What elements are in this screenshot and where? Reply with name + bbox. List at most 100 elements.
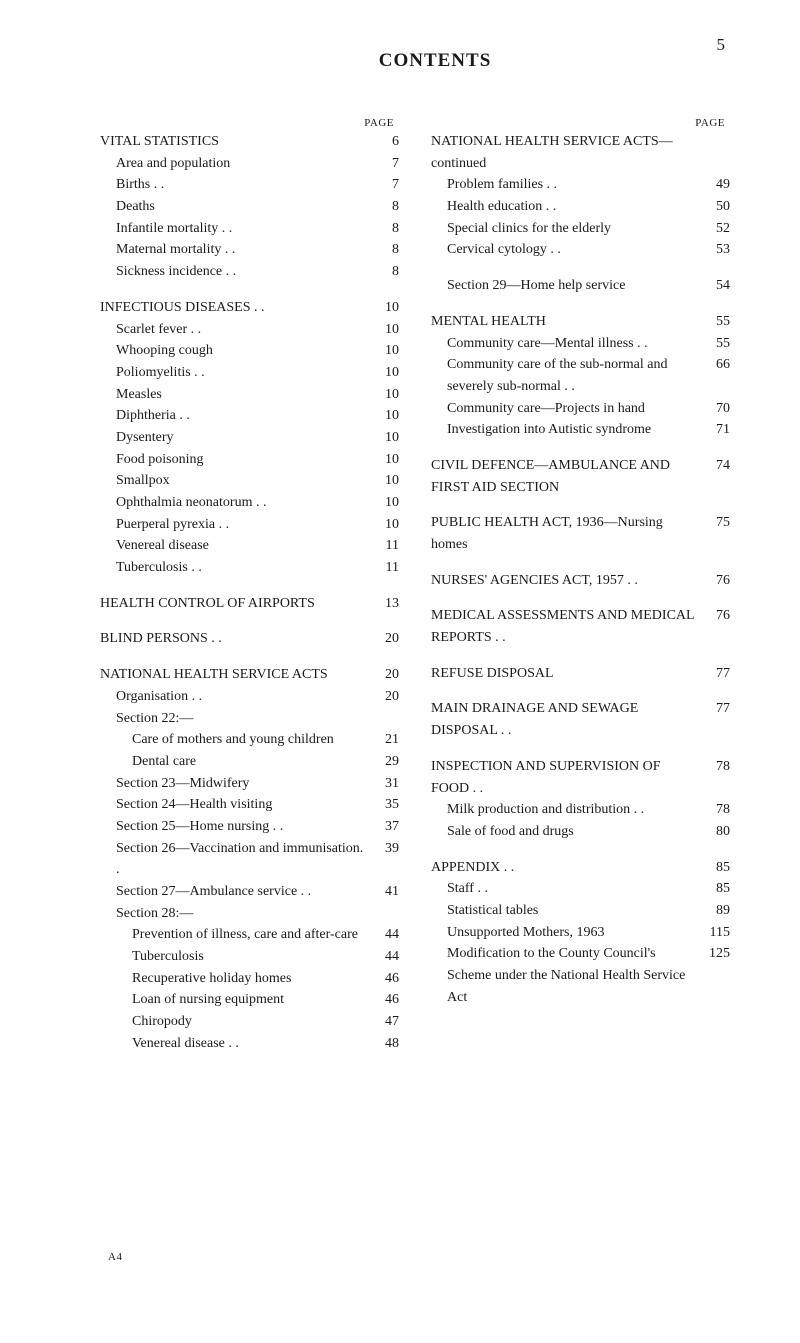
toc-page: 44: [367, 924, 399, 946]
toc-page: 8: [367, 196, 399, 218]
toc-label: Births . .: [116, 174, 367, 196]
toc-label: CIVIL DEFENCE—AMBULANCE AND FIRST AID SE…: [431, 455, 698, 498]
toc-entry: Milk production and distribution . .78: [447, 799, 730, 821]
toc-page: 47: [367, 1011, 399, 1033]
toc-entry: Area and population7: [116, 153, 399, 175]
toc-page: 50: [698, 196, 730, 218]
toc-page: 10: [367, 297, 399, 319]
toc-label: VITAL STATISTICS: [100, 131, 367, 153]
toc-page: 46: [367, 968, 399, 990]
toc-page: 46: [367, 989, 399, 1011]
toc-page: 10: [367, 384, 399, 406]
toc-label: NURSES' AGENCIES ACT, 1957 . .: [431, 570, 698, 592]
toc-label: HEALTH CONTROL OF AIRPORTS: [100, 593, 367, 615]
section-gap: [431, 441, 730, 455]
toc-page: 7: [367, 174, 399, 196]
toc-entry: Loan of nursing equipment46: [132, 989, 399, 1011]
toc-page: 89: [698, 900, 730, 922]
section-gap: [100, 579, 399, 593]
toc-entry: Organisation . .20: [116, 686, 399, 708]
page-header-right: PAGE: [431, 117, 730, 129]
toc-page: 41: [367, 881, 399, 903]
toc-label: Health education . .: [447, 196, 698, 218]
toc-label: APPENDIX . .: [431, 857, 698, 879]
toc-page: 70: [698, 398, 730, 420]
toc-page: 8: [367, 239, 399, 261]
toc-entry: Unsupported Mothers, 1963115: [447, 922, 730, 944]
toc-page: 10: [367, 427, 399, 449]
toc-entry: Ophthalmia neonatorum . .10: [116, 492, 399, 514]
toc-label: Community care of the sub-normal and sev…: [447, 354, 698, 397]
toc-entry: Cervical cytology . .53: [447, 239, 730, 261]
columns-container: PAGE VITAL STATISTICS6Area and populatio…: [100, 117, 730, 1055]
toc-page: 76: [698, 570, 730, 592]
toc-page: 85: [698, 857, 730, 879]
section-gap: [431, 261, 730, 275]
toc-label: Maternal mortality . .: [116, 239, 367, 261]
toc-label: Chiropody: [132, 1011, 367, 1033]
toc-label: Dysentery: [116, 427, 367, 449]
toc-page: 74: [698, 455, 730, 477]
toc-entry: Section 23—Midwifery31: [116, 773, 399, 795]
toc-page: 10: [367, 449, 399, 471]
toc-page: 52: [698, 218, 730, 240]
toc-label: INFECTIOUS DISEASES . .: [100, 297, 367, 319]
toc-entry: NURSES' AGENCIES ACT, 1957 . .76: [431, 570, 730, 592]
toc-label: Cervical cytology . .: [447, 239, 698, 261]
toc-page: 77: [698, 663, 730, 685]
toc-label: Loan of nursing equipment: [132, 989, 367, 1011]
section-gap: [100, 283, 399, 297]
toc-page: 35: [367, 794, 399, 816]
toc-label: Statistical tables: [447, 900, 698, 922]
section-gap: [100, 650, 399, 664]
toc-entry: Care of mothers and young children21: [132, 729, 399, 751]
toc-page: 29: [367, 751, 399, 773]
toc-label: Sickness incidence . .: [116, 261, 367, 283]
toc-label: Recuperative holiday homes: [132, 968, 367, 990]
toc-entry: Scarlet fever . .10: [116, 319, 399, 341]
toc-entry: Community care—Projects in hand70: [447, 398, 730, 420]
toc-entry: Modification to the County Council's Sch…: [447, 943, 730, 1008]
toc-label: Measles: [116, 384, 367, 406]
signature-mark: A4: [108, 1251, 122, 1263]
toc-label: Area and population: [116, 153, 367, 175]
toc-label: Unsupported Mothers, 1963: [447, 922, 698, 944]
toc-label: Staff . .: [447, 878, 698, 900]
toc-entry: Section 24—Health visiting35: [116, 794, 399, 816]
toc-entry: Smallpox10: [116, 470, 399, 492]
toc-entry: MENTAL HEALTH55: [431, 311, 730, 333]
toc-label: Infantile mortality . .: [116, 218, 367, 240]
toc-page: 75: [698, 512, 730, 534]
toc-entry: CIVIL DEFENCE—AMBULANCE AND FIRST AID SE…: [431, 455, 730, 498]
toc-label: Modification to the County Council's Sch…: [447, 943, 698, 1008]
toc-entry: INFECTIOUS DISEASES . .10: [100, 297, 399, 319]
toc-label: MAIN DRAINAGE AND SEWAGE DISPOSAL . .: [431, 698, 698, 741]
toc-page: 10: [367, 319, 399, 341]
section-gap: [431, 297, 730, 311]
toc-label: NATIONAL HEALTH SERVICE ACTS—continued: [431, 131, 698, 174]
toc-page: 71: [698, 419, 730, 441]
section-gap: [431, 742, 730, 756]
toc-page: 20: [367, 664, 399, 686]
toc-entry: Section 25—Home nursing . .37: [116, 816, 399, 838]
toc-label: Deaths: [116, 196, 367, 218]
toc-entry: Deaths8: [116, 196, 399, 218]
toc-page: 6: [367, 131, 399, 153]
section-gap: [100, 614, 399, 628]
toc-label: Milk production and distribution . .: [447, 799, 698, 821]
toc-entry: Poliomyelitis . .10: [116, 362, 399, 384]
toc-entry: Community care of the sub-normal and sev…: [447, 354, 730, 397]
section-gap: [431, 684, 730, 698]
toc-entry: Special clinics for the elderly52: [447, 218, 730, 240]
toc-page: 76: [698, 605, 730, 627]
toc-entry: Sickness incidence . .8: [116, 261, 399, 283]
toc-page: 54: [698, 275, 730, 297]
toc-page: 44: [367, 946, 399, 968]
toc-entry: Dental care29: [132, 751, 399, 773]
toc-label: Food poisoning: [116, 449, 367, 471]
left-column: PAGE VITAL STATISTICS6Area and populatio…: [100, 117, 399, 1055]
toc-entry: Births . .7: [116, 174, 399, 196]
toc-page: 13: [367, 593, 399, 615]
toc-entry: Health education . .50: [447, 196, 730, 218]
section-gap: [431, 649, 730, 663]
